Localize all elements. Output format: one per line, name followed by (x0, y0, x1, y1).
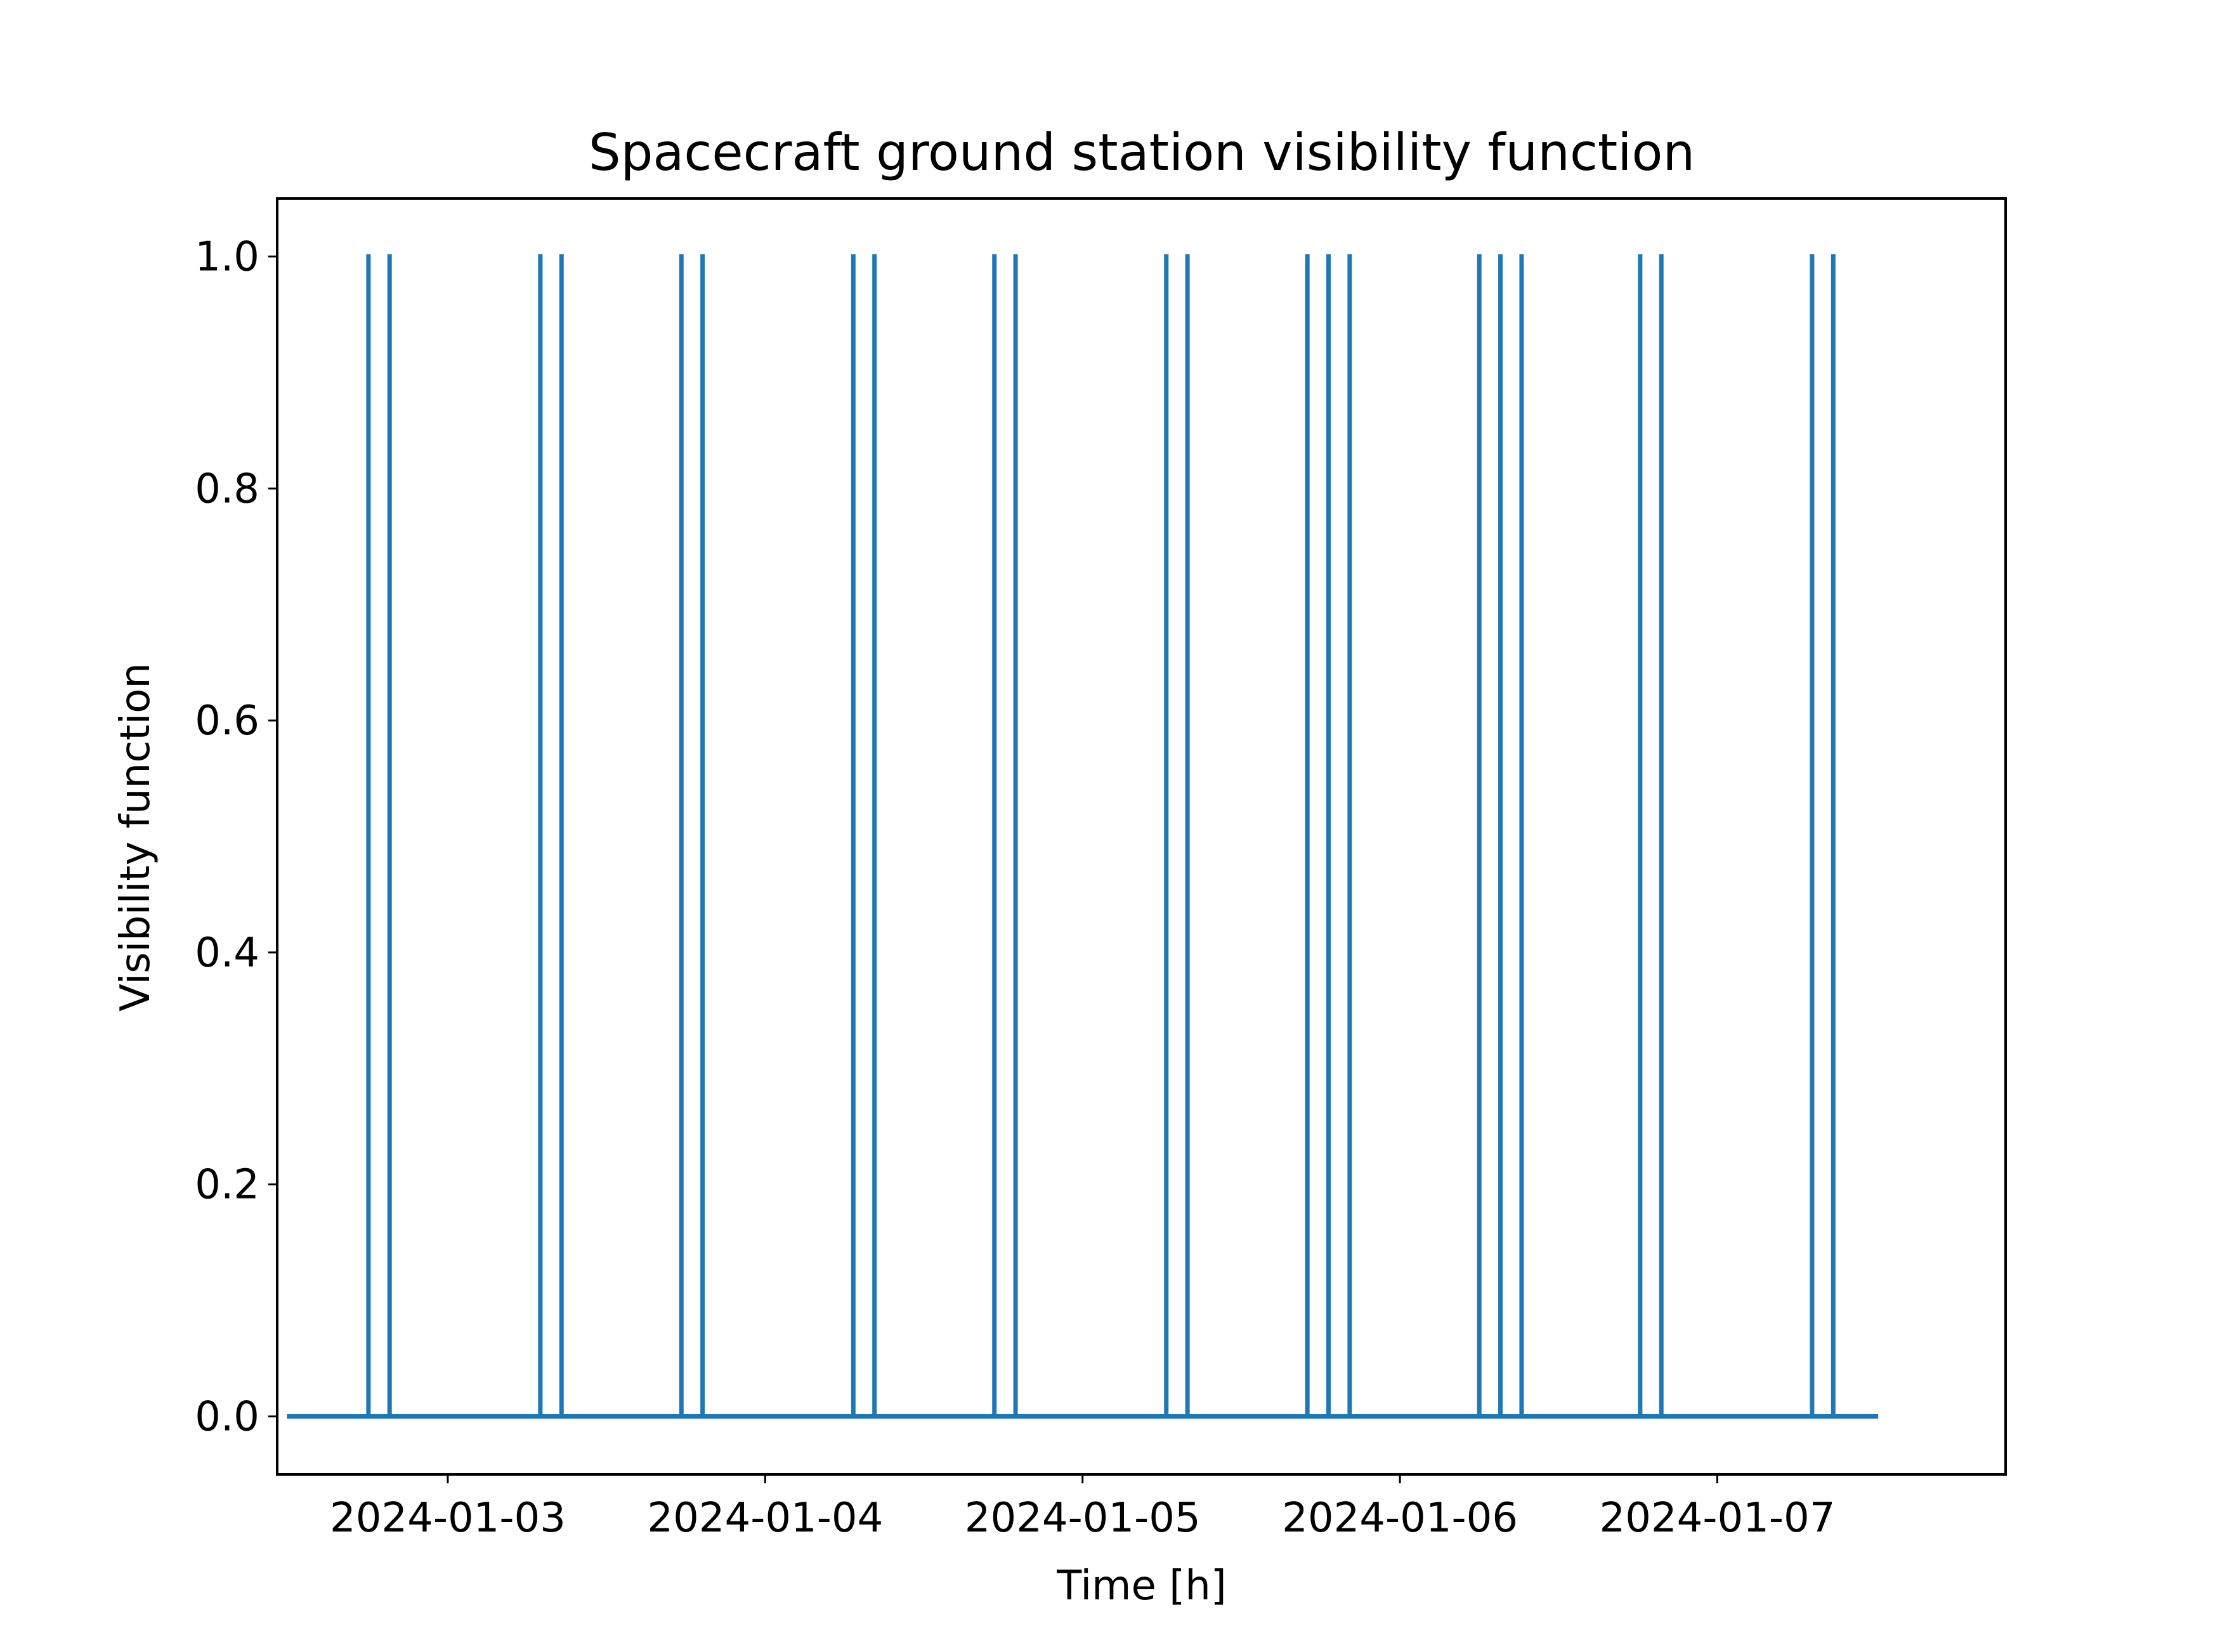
y-tick-label: 0.0 (195, 1394, 259, 1441)
y-tick-label: 1.0 (195, 233, 259, 280)
y-tick-label: 0.6 (195, 698, 259, 745)
plot-area (287, 254, 1879, 1419)
x-tick-label: 2024-01-03 (330, 1495, 566, 1542)
y-tick-label: 0.8 (195, 465, 259, 512)
x-tick-label: 2024-01-05 (965, 1495, 1201, 1542)
y-axis-label: Visibility function (112, 663, 159, 1011)
y-tick-label: 0.2 (195, 1162, 259, 1209)
x-axis-label: Time [h] (1056, 1563, 1226, 1610)
x-tick-label: 2024-01-06 (1282, 1495, 1518, 1542)
chart-title: Spacecraft ground station visibility fun… (589, 123, 1695, 182)
y-axis-ticks: 0.0 0.2 0.4 0.6 0.8 1.0 (195, 233, 277, 1441)
axes-frame (276, 197, 2007, 1476)
x-tick-label: 2024-01-07 (1600, 1495, 1836, 1542)
y-tick-label: 0.4 (195, 930, 259, 977)
x-axis-ticks: 2024-01-03 2024-01-04 2024-01-05 2024-01-06… (330, 1474, 1835, 1542)
x-tick-label: 2024-01-04 (647, 1495, 883, 1542)
